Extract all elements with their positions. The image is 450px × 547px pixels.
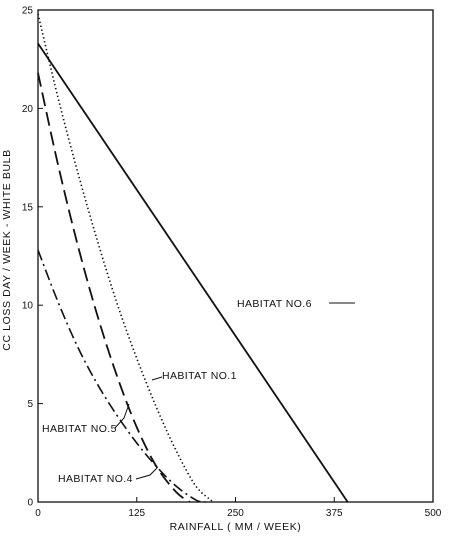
x-tick-label: 125: [128, 508, 145, 519]
series-labels: HABITAT NO.6 HABITAT NO.1 HABITAT NO.5 HABI…: [42, 298, 355, 485]
x-tick-label: 500: [425, 508, 442, 519]
x-tick-label: 250: [227, 508, 244, 519]
x-axis-title: RAINFALL ( MM / WEEK): [170, 521, 302, 533]
series-label-habitat-no-1: HABITAT NO.1: [162, 370, 237, 382]
leader-line-habitat-no-5: [114, 403, 130, 429]
series-line-habitat-no-4: [37, 249, 206, 503]
series-line-habitat-no-6: [37, 42, 349, 503]
leader-line-habitat-no-4: [135, 467, 158, 480]
series-label-habitat-no-5: HABITAT NO.5: [42, 423, 117, 435]
series-label-habitat-no-4: HABITAT NO.4: [58, 473, 133, 485]
y-tick-label: 20: [22, 104, 34, 115]
leader-line-habitat-no-1: [151, 376, 163, 381]
x-tick-label: 375: [326, 508, 343, 519]
y-tick-label: 0: [27, 498, 33, 509]
x-tick-label: 0: [35, 508, 41, 519]
series-line-habitat-no-1: [37, 13, 214, 503]
y-tick-label: 15: [22, 202, 34, 213]
y-axis-title: CC LOSS DAY / WEEK - WHITE BULB: [1, 149, 13, 350]
y-tick-label: 5: [27, 399, 33, 410]
y-tick-label: 25: [22, 6, 34, 17]
series-line-habitat-no-5: [37, 72, 191, 503]
series-label-habitat-no-6: HABITAT NO.6: [237, 298, 312, 310]
y-tick-label: 10: [22, 301, 34, 312]
axis-ticks: 0 125 250 375 500 0 5 10 15 20 25: [22, 6, 442, 520]
series-lines: [37, 13, 349, 503]
